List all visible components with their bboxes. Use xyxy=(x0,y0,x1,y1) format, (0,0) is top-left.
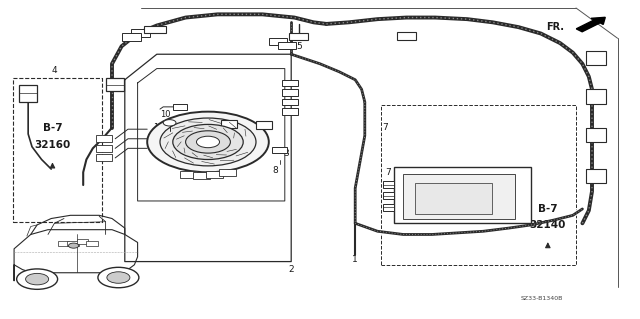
Text: SZ33-B1340B: SZ33-B1340B xyxy=(521,296,563,301)
Text: 1: 1 xyxy=(353,256,358,264)
Circle shape xyxy=(160,118,256,166)
Circle shape xyxy=(68,243,79,248)
Bar xyxy=(180,171,197,178)
Circle shape xyxy=(147,112,269,172)
Bar xyxy=(13,78,102,222)
Circle shape xyxy=(186,131,230,153)
Text: 7: 7 xyxy=(385,168,390,177)
Bar xyxy=(394,167,531,223)
Text: 8: 8 xyxy=(273,166,278,175)
Bar xyxy=(278,42,296,49)
Bar xyxy=(383,192,394,199)
Bar xyxy=(586,169,606,183)
Bar xyxy=(206,171,223,178)
Text: B-7: B-7 xyxy=(538,204,557,214)
Bar xyxy=(586,51,606,65)
Bar xyxy=(397,32,416,40)
Bar xyxy=(586,89,606,104)
Bar xyxy=(106,78,124,91)
Text: 6: 6 xyxy=(259,131,264,140)
Bar xyxy=(96,154,112,161)
Bar xyxy=(282,99,298,105)
Text: 9: 9 xyxy=(213,130,218,139)
Text: 4: 4 xyxy=(52,66,57,75)
Bar xyxy=(219,169,236,176)
Polygon shape xyxy=(125,54,291,262)
Bar xyxy=(173,104,187,110)
Text: 10: 10 xyxy=(160,110,170,119)
Bar xyxy=(269,38,287,45)
Bar xyxy=(381,105,576,265)
Circle shape xyxy=(196,136,220,148)
Circle shape xyxy=(163,120,176,126)
Bar xyxy=(131,29,150,37)
Bar xyxy=(415,183,492,214)
Text: FR.: FR. xyxy=(547,22,564,32)
Bar xyxy=(282,89,298,96)
Text: 32160: 32160 xyxy=(35,140,70,150)
Bar xyxy=(67,241,79,246)
FancyArrow shape xyxy=(576,17,605,32)
Polygon shape xyxy=(14,230,138,281)
Bar xyxy=(144,26,166,33)
Bar xyxy=(77,239,88,244)
Text: 3: 3 xyxy=(284,149,289,158)
Bar xyxy=(256,121,272,129)
Text: 2: 2 xyxy=(289,265,294,274)
Bar xyxy=(122,33,141,41)
Bar xyxy=(193,172,210,179)
Text: 7: 7 xyxy=(383,123,388,132)
Text: B-7: B-7 xyxy=(43,122,62,133)
Bar xyxy=(96,135,112,142)
Circle shape xyxy=(98,267,139,288)
Bar xyxy=(586,128,606,142)
Bar xyxy=(221,120,237,128)
Bar xyxy=(282,108,298,115)
Circle shape xyxy=(26,273,49,285)
Bar xyxy=(383,204,394,211)
Bar xyxy=(86,241,98,246)
Text: 5: 5 xyxy=(296,42,301,51)
Text: 32140: 32140 xyxy=(530,220,566,230)
Bar xyxy=(403,174,515,219)
Bar xyxy=(289,33,308,40)
Bar xyxy=(96,145,112,152)
Circle shape xyxy=(17,269,58,289)
Circle shape xyxy=(107,272,130,283)
Text: 7: 7 xyxy=(387,193,392,202)
Bar xyxy=(383,181,394,188)
Circle shape xyxy=(173,124,243,160)
Bar xyxy=(282,80,298,86)
Bar xyxy=(58,241,69,246)
Bar xyxy=(272,147,287,153)
Bar xyxy=(19,85,37,102)
Text: 11: 11 xyxy=(154,123,164,132)
